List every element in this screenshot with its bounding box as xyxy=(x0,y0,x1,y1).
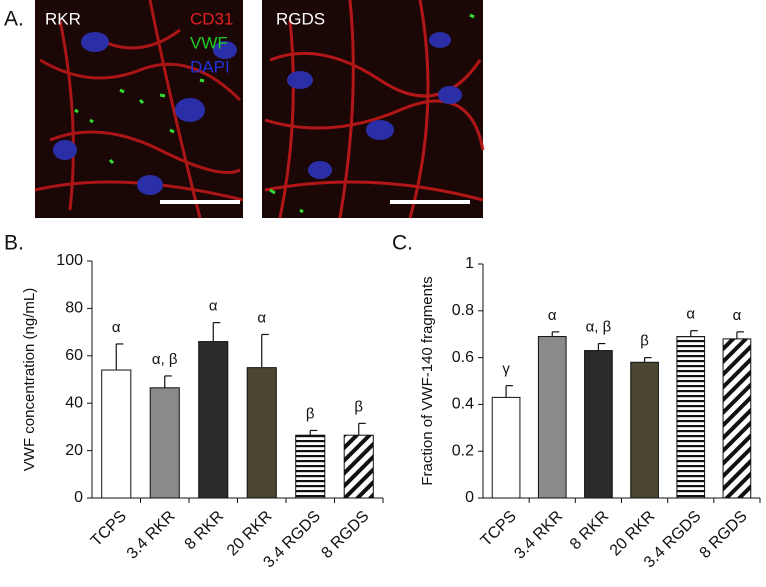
bar xyxy=(722,338,752,499)
annotation: α, β xyxy=(152,351,178,368)
stain-label: VWF xyxy=(190,33,228,52)
annotation: α xyxy=(112,319,121,336)
y-axis-title: VWF concentration (ng/mL) xyxy=(21,288,38,471)
bar xyxy=(630,361,659,499)
y-tick-label: 20 xyxy=(65,442,83,459)
bar xyxy=(676,336,706,499)
x-tick-label: 8 RKR xyxy=(567,508,612,553)
y-tick-label: 0.8 xyxy=(452,302,474,319)
y-tick-label: 0 xyxy=(74,489,83,506)
bar xyxy=(198,341,229,499)
x-tick-label: 8 RGDS xyxy=(697,508,751,562)
panel-label: C. xyxy=(392,232,413,255)
y-tick-label: 0 xyxy=(465,489,474,506)
y-tick-label: 1 xyxy=(465,255,474,272)
error-bar xyxy=(690,330,698,337)
bar xyxy=(491,396,521,499)
y-axis-title: Fraction of VWF-140 fragments xyxy=(419,276,436,485)
stain-label: CD31 xyxy=(190,9,233,28)
bar xyxy=(295,434,326,499)
x-tick-label: TCPS xyxy=(478,508,520,550)
x-tick-label: 3.4 RKR xyxy=(511,508,566,563)
image-label: RGDS xyxy=(276,9,325,28)
annotation: α xyxy=(548,307,557,324)
error-bar xyxy=(643,357,652,363)
error-bar xyxy=(115,343,124,371)
y-tick-label: 0.6 xyxy=(452,349,474,366)
annotation: α xyxy=(209,298,218,315)
error-bar xyxy=(212,322,221,342)
micrograph xyxy=(34,0,244,219)
y-tick-label: 80 xyxy=(65,300,83,317)
annotation: γ xyxy=(502,361,510,378)
bar xyxy=(101,369,132,499)
error-bar xyxy=(505,385,514,398)
y-tick-label: 0.4 xyxy=(452,396,474,413)
error-bar xyxy=(358,422,366,436)
annotation: α xyxy=(257,309,266,326)
annotation: β xyxy=(306,405,315,422)
bar xyxy=(537,336,567,499)
stain-label: DAPI xyxy=(190,57,230,76)
error-bar xyxy=(736,331,744,339)
annotation: α, β xyxy=(586,319,612,336)
y-tick-label: 60 xyxy=(65,347,83,364)
error-bar xyxy=(164,375,172,388)
x-tick-label: 8 RKR xyxy=(182,508,227,553)
x-tick-label: 3.4 RKR xyxy=(124,508,179,563)
annotation: β xyxy=(354,398,363,415)
error-bar xyxy=(261,333,269,368)
x-tick-label: TCPS xyxy=(88,508,130,550)
y-tick-label: 40 xyxy=(65,394,83,411)
bar xyxy=(584,350,613,499)
annotation: α xyxy=(686,306,695,323)
annotation: β xyxy=(640,333,649,350)
micrograph xyxy=(262,0,485,219)
error-bar xyxy=(309,429,318,436)
image-label: RKR xyxy=(45,9,81,28)
error-bar xyxy=(551,331,560,337)
bar xyxy=(343,434,374,499)
y-tick-label: 0.2 xyxy=(452,442,474,459)
panel-label: A. xyxy=(4,8,24,31)
x-tick-label: 8 RGDS xyxy=(318,508,372,562)
bar xyxy=(246,367,277,499)
y-tick-label: 100 xyxy=(56,252,83,269)
error-bar xyxy=(597,342,606,351)
bar xyxy=(149,387,180,499)
panel-label: B. xyxy=(4,232,24,255)
annotation: α xyxy=(733,307,742,324)
